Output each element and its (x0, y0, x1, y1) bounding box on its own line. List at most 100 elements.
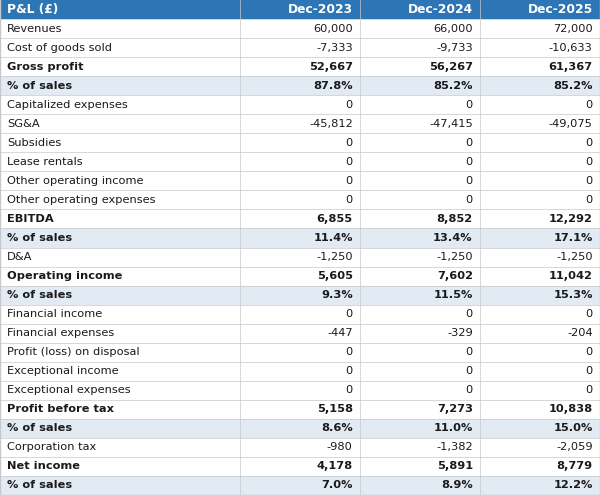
Text: 11.0%: 11.0% (433, 423, 473, 433)
Text: -447: -447 (327, 328, 353, 338)
Bar (360, 381, 480, 400)
Bar (240, 229, 360, 248)
Bar (0, 362, 240, 381)
Bar (360, 38, 480, 57)
Bar (0, 438, 240, 457)
Text: 0: 0 (586, 157, 593, 167)
Bar (360, 266, 480, 286)
Bar (240, 362, 360, 381)
Text: -49,075: -49,075 (549, 119, 593, 129)
Bar (0, 76, 240, 95)
Bar (0, 248, 240, 266)
Bar (360, 191, 480, 209)
Bar (360, 95, 480, 114)
Bar (360, 209, 480, 229)
Bar (360, 171, 480, 191)
Text: 17.1%: 17.1% (553, 233, 593, 243)
Bar (480, 266, 600, 286)
Text: 0: 0 (346, 138, 353, 148)
Bar (0, 57, 240, 76)
Text: 0: 0 (586, 176, 593, 186)
Bar (480, 76, 600, 95)
Bar (480, 57, 600, 76)
Text: Revenues: Revenues (7, 24, 63, 34)
Bar (240, 19, 360, 38)
Bar (240, 343, 360, 362)
Text: 0: 0 (586, 347, 593, 357)
Text: 5,891: 5,891 (437, 461, 473, 471)
Text: Capitalized expenses: Capitalized expenses (7, 99, 128, 110)
Bar (240, 266, 360, 286)
Text: % of sales: % of sales (7, 81, 73, 91)
Text: 13.4%: 13.4% (433, 233, 473, 243)
Bar (240, 457, 360, 476)
Bar (480, 324, 600, 343)
Text: -980: -980 (327, 443, 353, 452)
Text: 0: 0 (466, 99, 473, 110)
Bar (0, 419, 240, 438)
Text: 0: 0 (586, 385, 593, 396)
Bar (240, 152, 360, 171)
Text: 15.0%: 15.0% (553, 423, 593, 433)
Bar (240, 304, 360, 324)
Bar (480, 438, 600, 457)
Text: -10,633: -10,633 (549, 43, 593, 52)
Bar (0, 171, 240, 191)
Bar (0, 229, 240, 248)
Bar (360, 362, 480, 381)
Text: 10,838: 10,838 (548, 404, 593, 414)
Bar (240, 95, 360, 114)
Text: 0: 0 (586, 99, 593, 110)
Bar (240, 191, 360, 209)
Text: 56,267: 56,267 (429, 62, 473, 72)
Text: 6,855: 6,855 (317, 214, 353, 224)
Bar (0, 381, 240, 400)
Text: 7.0%: 7.0% (322, 481, 353, 491)
Text: -45,812: -45,812 (309, 119, 353, 129)
Bar (0, 19, 240, 38)
Bar (0, 114, 240, 133)
Bar (240, 419, 360, 438)
Text: 0: 0 (466, 385, 473, 396)
Bar (360, 0, 480, 19)
Bar (480, 0, 600, 19)
Bar (480, 209, 600, 229)
Bar (0, 304, 240, 324)
Text: Dec-2023: Dec-2023 (287, 3, 353, 16)
Bar (480, 343, 600, 362)
Bar (240, 0, 360, 19)
Bar (240, 286, 360, 304)
Text: 0: 0 (346, 347, 353, 357)
Bar (360, 419, 480, 438)
Text: 52,667: 52,667 (309, 62, 353, 72)
Text: D&A: D&A (7, 252, 32, 262)
Text: Corporation tax: Corporation tax (7, 443, 97, 452)
Text: 8,852: 8,852 (437, 214, 473, 224)
Text: 87.8%: 87.8% (313, 81, 353, 91)
Text: Profit (loss) on disposal: Profit (loss) on disposal (7, 347, 140, 357)
Bar (0, 343, 240, 362)
Bar (240, 114, 360, 133)
Text: 12,292: 12,292 (549, 214, 593, 224)
Text: 0: 0 (346, 309, 353, 319)
Bar (360, 476, 480, 495)
Bar (0, 324, 240, 343)
Bar (360, 152, 480, 171)
Bar (360, 304, 480, 324)
Bar (240, 76, 360, 95)
Text: 0: 0 (586, 366, 593, 376)
Text: Cost of goods sold: Cost of goods sold (7, 43, 112, 52)
Bar (240, 209, 360, 229)
Bar (360, 438, 480, 457)
Bar (480, 362, 600, 381)
Text: 0: 0 (346, 385, 353, 396)
Text: 12.2%: 12.2% (553, 481, 593, 491)
Bar (480, 19, 600, 38)
Text: Subsidies: Subsidies (7, 138, 61, 148)
Text: -204: -204 (567, 328, 593, 338)
Text: % of sales: % of sales (7, 233, 73, 243)
Text: Net income: Net income (7, 461, 80, 471)
Bar (480, 248, 600, 266)
Text: 5,605: 5,605 (317, 271, 353, 281)
Bar (0, 95, 240, 114)
